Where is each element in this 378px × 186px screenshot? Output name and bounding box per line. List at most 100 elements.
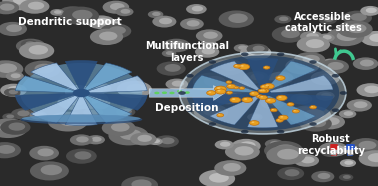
Circle shape (322, 59, 339, 67)
Circle shape (91, 137, 102, 142)
Circle shape (234, 146, 254, 155)
Circle shape (0, 63, 17, 73)
Circle shape (34, 112, 44, 117)
Wedge shape (81, 63, 132, 93)
Circle shape (8, 86, 22, 93)
Circle shape (265, 98, 276, 103)
Circle shape (232, 98, 235, 100)
Circle shape (260, 85, 268, 89)
Circle shape (74, 151, 91, 160)
Circle shape (232, 82, 246, 89)
Circle shape (154, 135, 179, 147)
Text: Multifunctional
layers: Multifunctional layers (145, 41, 229, 63)
Circle shape (234, 64, 241, 68)
Circle shape (294, 52, 325, 68)
Circle shape (16, 39, 46, 53)
Circle shape (62, 7, 99, 25)
Circle shape (285, 169, 299, 176)
Circle shape (213, 89, 243, 104)
Circle shape (154, 92, 160, 94)
Ellipse shape (20, 115, 142, 124)
Circle shape (228, 92, 229, 93)
Circle shape (184, 91, 190, 94)
Circle shape (8, 123, 25, 131)
Circle shape (243, 71, 269, 84)
Circle shape (177, 90, 182, 93)
Circle shape (251, 121, 254, 123)
Circle shape (339, 91, 347, 95)
Circle shape (315, 115, 345, 129)
Circle shape (186, 4, 207, 14)
Circle shape (76, 136, 89, 142)
Circle shape (121, 109, 132, 114)
FancyArrow shape (149, 86, 225, 100)
Circle shape (309, 60, 317, 64)
Circle shape (276, 145, 297, 156)
Circle shape (215, 140, 234, 149)
Circle shape (265, 85, 269, 86)
Circle shape (82, 96, 110, 110)
Circle shape (57, 93, 92, 110)
Circle shape (0, 142, 21, 158)
Circle shape (30, 161, 69, 180)
Circle shape (186, 55, 339, 131)
Circle shape (228, 85, 231, 86)
Circle shape (308, 112, 322, 118)
Circle shape (230, 97, 241, 103)
Circle shape (308, 118, 326, 127)
Circle shape (260, 89, 269, 93)
Circle shape (0, 84, 27, 97)
Circle shape (194, 104, 228, 121)
Circle shape (290, 94, 312, 104)
Circle shape (342, 11, 372, 25)
Circle shape (251, 73, 264, 80)
Circle shape (48, 112, 88, 132)
Circle shape (40, 165, 62, 175)
Circle shape (251, 115, 260, 119)
Circle shape (257, 95, 260, 96)
Circle shape (217, 90, 221, 92)
Circle shape (240, 87, 242, 88)
Circle shape (72, 87, 87, 95)
Circle shape (102, 1, 129, 14)
Circle shape (302, 55, 320, 63)
Circle shape (299, 116, 332, 132)
Circle shape (344, 161, 353, 165)
Circle shape (253, 46, 265, 52)
Circle shape (350, 138, 378, 154)
Circle shape (180, 52, 346, 134)
Circle shape (255, 80, 289, 97)
Circle shape (90, 29, 123, 45)
Circle shape (323, 117, 340, 125)
Wedge shape (15, 93, 81, 110)
Circle shape (272, 26, 306, 43)
Wedge shape (210, 61, 263, 93)
Circle shape (110, 21, 118, 25)
Circle shape (100, 23, 131, 39)
Circle shape (209, 60, 216, 64)
Circle shape (161, 137, 175, 144)
Circle shape (302, 110, 326, 122)
Circle shape (107, 20, 120, 27)
Circle shape (340, 159, 356, 167)
Circle shape (186, 108, 194, 112)
Circle shape (0, 145, 15, 154)
Circle shape (277, 167, 304, 180)
Circle shape (259, 89, 266, 93)
Circle shape (28, 2, 44, 10)
Text: Deposition: Deposition (155, 103, 219, 113)
Circle shape (25, 61, 60, 78)
Circle shape (318, 33, 335, 42)
Circle shape (326, 27, 364, 46)
Circle shape (240, 45, 271, 60)
Circle shape (259, 95, 267, 100)
Circle shape (95, 18, 110, 25)
Circle shape (50, 9, 64, 16)
Wedge shape (81, 93, 132, 123)
Circle shape (265, 67, 266, 68)
Circle shape (6, 114, 14, 118)
Circle shape (316, 91, 335, 101)
Circle shape (121, 9, 130, 14)
Wedge shape (263, 93, 333, 111)
Circle shape (220, 142, 231, 147)
